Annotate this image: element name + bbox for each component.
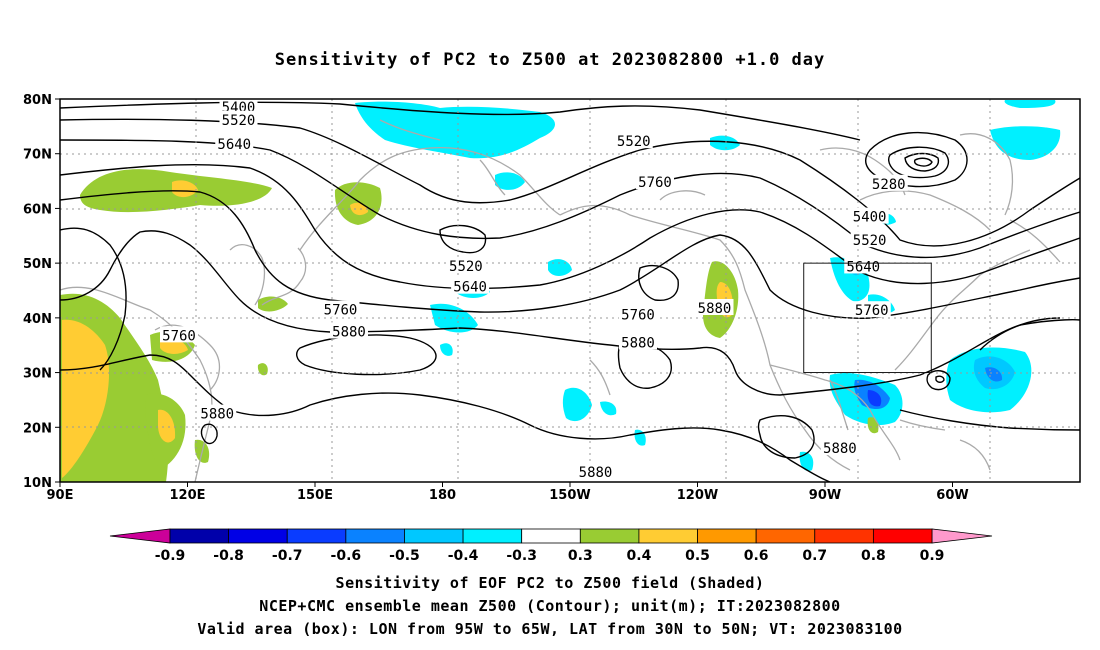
contour-labels: 5400 5520 5640 5760 5880 5760 5880 5520 5640 5520…: [160, 99, 908, 481]
contour-value-label: 5640: [453, 280, 487, 296]
colorbar-swatch: [521, 528, 581, 544]
contour-value-label: 5880: [200, 407, 234, 423]
contour-value-label: 5760: [855, 303, 889, 319]
colorbar-swatch: [404, 528, 464, 544]
colorbar-label: 0.7: [802, 548, 827, 564]
caption-valid-area: Valid area (box): LON from 95W to 65W, L…: [197, 620, 903, 638]
lat-tick-label: 10N: [23, 476, 52, 491]
colorbar-label: 0.3: [568, 548, 593, 564]
colorbar-swatch: [169, 528, 230, 544]
contour-value-label: 5520: [449, 259, 483, 275]
contour-value-label: 5760: [162, 328, 196, 344]
lon-tick-label: 60W: [936, 488, 968, 503]
lat-tick-label: 80N: [23, 93, 52, 108]
colorbar-label: 0.4: [627, 548, 652, 564]
contour-value-label: 5400: [853, 210, 887, 226]
contour-value-label: 5760: [638, 175, 672, 191]
lat-tick-label: 50N: [23, 257, 52, 272]
valid-area-box: [803, 262, 932, 374]
contour-value-label: 5880: [698, 301, 732, 317]
z500-contours: [60, 101, 1080, 482]
contour-value-label: 5640: [217, 137, 251, 153]
colorbar-label: -0.5: [389, 548, 420, 564]
colorbar: -0.9 -0.8 -0.7 -0.6 -0.5 -0.4 -0.3 0.3 0.4 0.5 0.6…: [109, 528, 993, 564]
contour-value-label: 5880: [823, 441, 857, 457]
colorbar-label: 0.5: [685, 548, 710, 564]
latlon-grid: [60, 99, 1080, 482]
map-title: Sensitivity of PC2 to Z500 at 2023082800…: [274, 50, 826, 70]
colorbar-swatch: [579, 528, 640, 544]
contour-value-label: 5520: [853, 233, 887, 249]
colorbar-swatch: [638, 528, 698, 544]
colorbar-label: -0.4: [448, 548, 479, 564]
contour-value-label: 5640: [846, 259, 880, 275]
colorbar-label: 0.6: [744, 548, 769, 564]
colorbar-swatch: [814, 528, 874, 544]
lon-tick-label: 120E: [169, 488, 205, 503]
map-frame: [59, 98, 1081, 483]
axis-ticks: 90E 120E 150E 180 150W 120W 90W 60W 10N 20N 30N 40N…: [23, 93, 969, 503]
colorbar-label: 0.8: [861, 548, 886, 564]
contour-value-label: 5760: [324, 303, 358, 319]
caption-contour: NCEP+CMC ensemble mean Z500 (Contour); u…: [259, 597, 841, 615]
contour-value-label: 5760: [621, 308, 655, 324]
lat-tick-label: 30N: [23, 367, 52, 382]
lat-tick-label: 20N: [23, 421, 52, 436]
colorbar-swatch: [345, 528, 405, 544]
coastlines: [60, 119, 1061, 482]
colorbar-swatch: [286, 528, 347, 544]
colorbar-label: -0.8: [213, 548, 244, 564]
contour-value-label: 5280: [872, 177, 906, 193]
colorbar-swatch: [228, 528, 288, 544]
colorbar-label: -0.9: [155, 548, 186, 564]
caption-shaded: Sensitivity of EOF PC2 to Z500 field (Sh…: [335, 574, 765, 592]
colorbar-swatch: [462, 528, 523, 544]
colorbar-swatch: [697, 528, 757, 544]
colorbar-high-cap: [931, 528, 993, 544]
colorbar-label: 0.9: [920, 548, 945, 564]
lon-tick-label: 120W: [677, 488, 718, 503]
lat-tick-label: 40N: [23, 312, 52, 327]
contour-value-label: 5520: [617, 134, 651, 150]
contour-value-label: 5880: [579, 465, 613, 481]
lon-tick-label: 150E: [297, 488, 333, 503]
colorbar-label: -0.7: [272, 548, 303, 564]
lat-tick-label: 60N: [23, 202, 52, 217]
contour-value-label: 5880: [621, 335, 655, 351]
colorbar-swatch: [872, 528, 933, 544]
contour-value-label: 5880: [332, 325, 366, 341]
colorbar-swatch: [755, 528, 816, 544]
lat-tick-label: 70N: [23, 148, 52, 163]
lon-tick-label: 150W: [549, 488, 590, 503]
lon-tick-label: 90W: [809, 488, 841, 503]
lon-tick-label: 180: [429, 488, 456, 503]
contour-value-label: 5520: [222, 113, 256, 129]
colorbar-low-cap: [109, 528, 171, 544]
colorbar-label: -0.3: [506, 548, 537, 564]
colorbar-label: -0.6: [331, 548, 362, 564]
lon-tick-label: 90E: [47, 488, 74, 503]
